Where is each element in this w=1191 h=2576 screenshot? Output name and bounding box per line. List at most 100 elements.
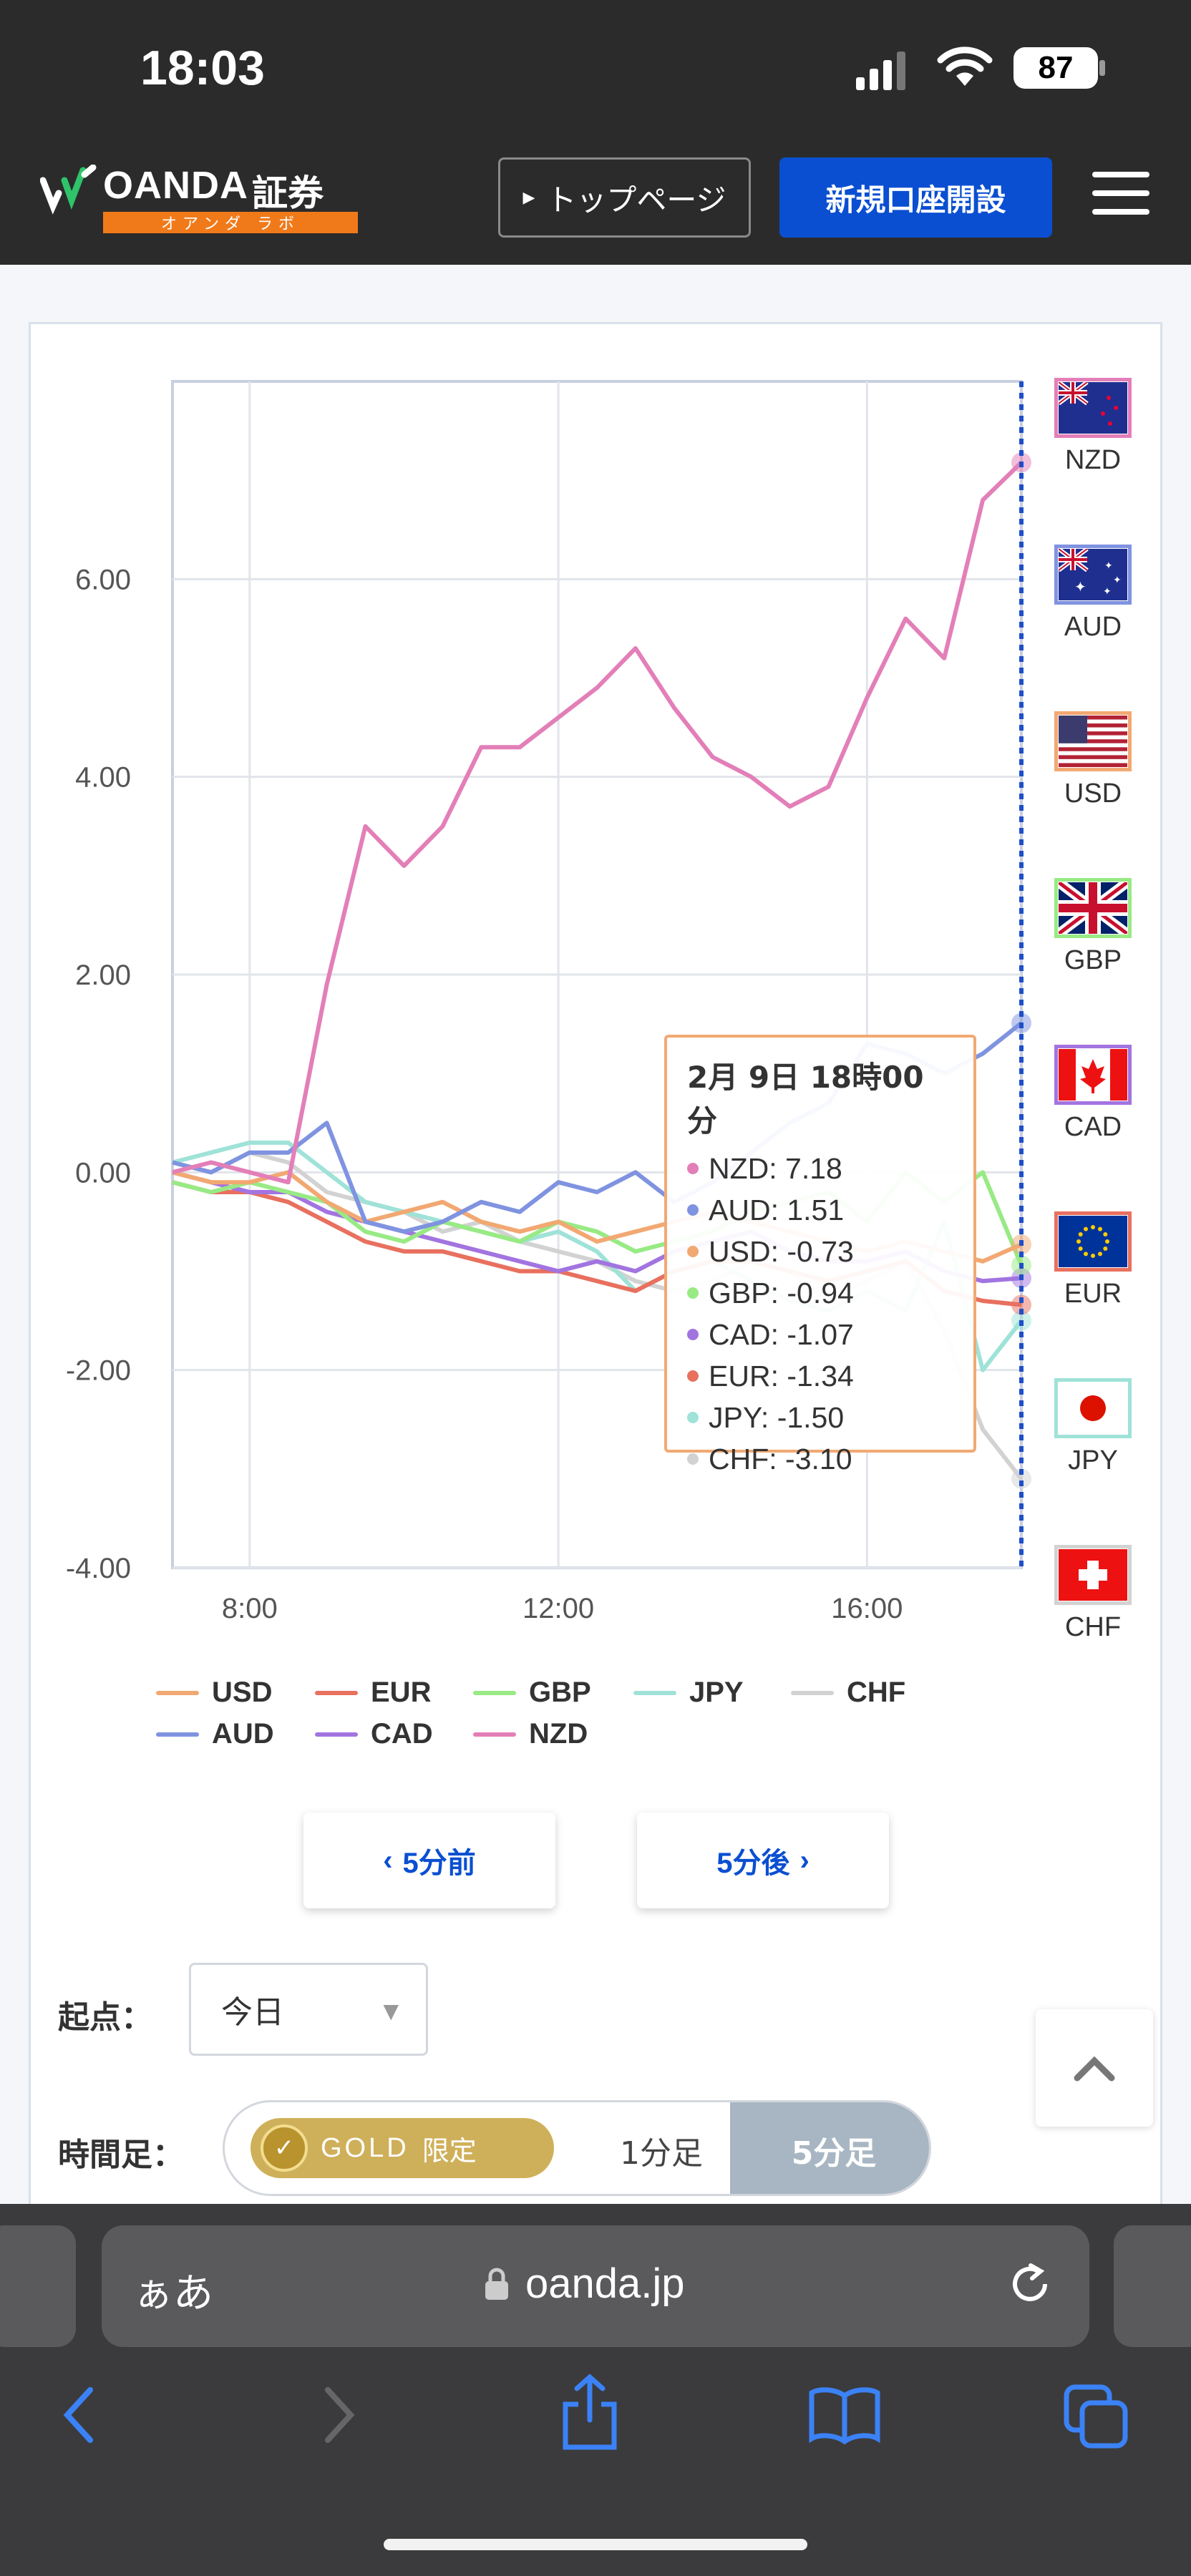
chevron-left-icon: ‹ [383,1844,393,1876]
legend-swatch [791,1690,834,1695]
legend-swatch [156,1690,199,1695]
tooltip-dot [687,1204,699,1216]
next-tab-preview[interactable] [1114,2225,1191,2347]
nzd-flag-icon[interactable] [1054,378,1132,438]
x-tick-label: 12:00 [522,1593,594,1624]
next-5min-label: 5分後 [716,1848,790,1879]
tooltip-value: EUR: -1.34 [709,1359,854,1392]
one-min-option[interactable]: 1分足 [620,2135,703,2172]
legend-swatch [473,1690,516,1695]
tooltip-value: CHF: -3.10 [709,1442,852,1475]
start-point-select[interactable]: 今日 ▼ [189,1963,428,2056]
battery-icon: 87 [1013,47,1098,89]
gold-label: GOLD [321,2132,409,2163]
back-icon[interactable] [57,2383,100,2447]
lock-icon [485,2268,508,2300]
tooltip-row: USD: -0.73 [687,1231,953,1272]
legend-item-eur[interactable]: EUR [315,1677,431,1709]
tooltip-value: GBP: -0.94 [709,1276,854,1309]
start-point-label: 起点： [58,1999,152,2036]
tooltip-dot [687,1287,699,1299]
legend-item-aud[interactable]: AUD [156,1718,274,1750]
scroll-top-button[interactable] [1036,2009,1153,2127]
url-display[interactable]: oanda.jp [484,2260,685,2308]
legend-item-cad[interactable]: CAD [315,1718,433,1750]
reload-icon[interactable] [1006,2261,1056,2311]
url-text: oanda.jp [525,2260,685,2307]
legend-swatch [473,1732,516,1737]
legend-item-chf[interactable]: CHF [791,1677,905,1709]
legend-item-nzd[interactable]: NZD [473,1718,588,1750]
y-tick-label: 6.00 [75,564,131,595]
y-tick-label: 2.00 [75,960,131,991]
tooltip-dot [687,1246,699,1257]
cad-flag-icon[interactable] [1054,1045,1132,1105]
hamburger-menu-icon[interactable] [1092,172,1149,222]
home-indicator [384,2539,807,2550]
gold-limited-button[interactable]: ✓ GOLD 限定 [251,2118,554,2178]
caret-down-icon: ▼ [383,1999,399,2023]
flag-label-aud: AUD [1064,612,1122,642]
site-header: OANDA 証券 オアンダ ラボ ▶ トップページ 新規口座開設 [0,136,1191,265]
address-bar[interactable]: ぁあ oanda.jp [102,2225,1089,2347]
tooltip-dot [687,1412,699,1423]
currency-strength-chart[interactable]: 6.00 4.00 2.00 0.00 -2.00 -4.00 8:00 12:00 16:00 [31,324,1165,1755]
y-tick-label: 0.00 [75,1157,131,1189]
tooltip-dot [687,1163,699,1174]
jpy-flag-icon[interactable] [1054,1378,1132,1438]
text-size-button[interactable]: ぁあ [133,2270,213,2317]
gold-badge-icon: ✓ [261,2124,308,2172]
next-5min-button[interactable]: 5分後 › [637,1813,889,1908]
chf-flag-icon[interactable] [1054,1545,1132,1605]
gbp-flag-icon[interactable] [1054,878,1132,938]
five-min-option[interactable]: 5分足 [730,2102,929,2194]
signal-icon [856,50,906,93]
tooltip-row: NZD: 7.18 [687,1148,953,1189]
y-tick-label: -2.00 [66,1355,131,1387]
forward-icon[interactable] [318,2383,361,2447]
tooltip-value: JPY: -1.50 [709,1400,845,1434]
prev-5min-button[interactable]: ‹ 5分前 [303,1813,555,1908]
open-account-button[interactable]: 新規口座開設 [779,157,1052,238]
timeframe-label: 時間足： [58,2137,184,2173]
x-tick-label: 8:00 [222,1593,278,1624]
eur-flag-icon[interactable] [1054,1211,1132,1272]
brand-name: OANDA [103,164,248,207]
tooltip-value: NZD: 7.18 [709,1151,842,1185]
triangle-right-icon: ▶ [522,188,535,207]
tooltip-value: AUD: 1.51 [709,1193,845,1226]
legend-item-jpy[interactable]: JPY [633,1677,744,1709]
tooltip-row: CHF: -3.10 [687,1438,953,1480]
legend-label: CHF [847,1677,906,1708]
tabs-icon[interactable] [1062,2383,1131,2451]
legend-item-usd[interactable]: USD [156,1677,272,1709]
svg-text:✦: ✦ [1103,586,1112,597]
status-bar: 18:03 87 [0,0,1191,136]
flag-label-jpy: JPY [1068,1445,1118,1475]
aud-flag-icon[interactable]: ✦ ✦ ✦ ✦ [1054,545,1132,605]
y-tick-label: -4.00 [66,1553,131,1584]
battery-tip [1099,60,1105,76]
timeframe-toggle: ✓ GOLD 限定 1分足 5分足 [223,2100,931,2196]
tooltip-row: CAD: -1.07 [687,1314,953,1355]
legend-label: GBP [529,1677,591,1708]
series-line-nzd [172,461,1024,1185]
svg-text:✦: ✦ [1074,578,1087,595]
prev-tab-preview[interactable] [0,2225,76,2347]
legend-label: CAD [371,1718,433,1750]
svg-text:✦: ✦ [1113,575,1122,586]
flag-label-gbp: GBP [1064,945,1122,975]
brand-jp: 証券 [252,172,324,214]
top-page-button[interactable]: ▶ トップページ [498,157,751,238]
oanda-logo[interactable]: OANDA 証券 オアンダ ラボ [40,160,358,239]
share-icon[interactable] [560,2373,620,2451]
chevron-right-icon: › [799,1844,810,1876]
tooltip-dot [687,1453,699,1465]
bookmarks-icon[interactable] [807,2384,882,2444]
x-tick-label: 16:00 [831,1593,903,1624]
tooltip-dot [687,1370,699,1382]
legend-item-gbp[interactable]: GBP [473,1677,591,1709]
flag-label-nzd: NZD [1064,445,1122,475]
tooltip-title: 2月 9日 18時00分 [687,1060,924,1138]
usd-flag-icon[interactable] [1054,711,1132,771]
